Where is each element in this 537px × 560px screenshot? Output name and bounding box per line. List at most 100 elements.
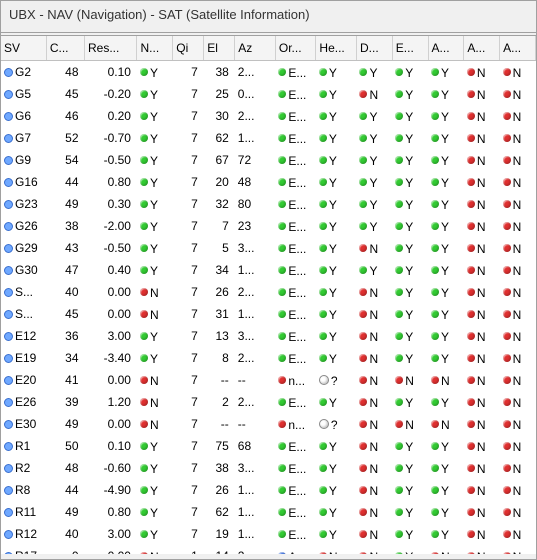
cell-sv: R11 — [1, 501, 46, 523]
table-row[interactable]: E30490.00N7----n...?NNNNN — [1, 413, 536, 435]
col-qi[interactable]: Qi — [173, 36, 204, 61]
sat-dot-icon — [4, 288, 13, 297]
cell-e: Y — [392, 501, 428, 523]
cell-a2: N — [464, 545, 500, 554]
cell-res: 0.80 — [85, 501, 137, 523]
cell-sv: G29 — [1, 237, 46, 259]
table-row[interactable]: R1700.00N1142...A...NNYNNN — [1, 545, 536, 554]
cell-a3: N — [500, 479, 536, 501]
cell-sv: G2 — [1, 61, 46, 84]
cell-or: n... — [275, 413, 316, 435]
cell-qi: 7 — [173, 347, 204, 369]
cell-nav: Y — [137, 457, 173, 479]
cell-or: E... — [275, 435, 316, 457]
table-row[interactable]: R844-4.90Y7261...E...YNYYNN — [1, 479, 536, 501]
cell-nav: Y — [137, 171, 173, 193]
cell-az: 2... — [235, 391, 276, 413]
table-row[interactable]: R12403.00Y7191...E...YNYYNN — [1, 523, 536, 545]
cell-res: 0.00 — [85, 545, 137, 554]
cell-a3: N — [500, 127, 536, 149]
table-row[interactable]: E20410.00N7----n...?NNNNN — [1, 369, 536, 391]
sat-dot-icon — [4, 178, 13, 187]
cell-cno: 41 — [46, 369, 84, 391]
cell-a2: N — [464, 281, 500, 303]
cell-a3: N — [500, 391, 536, 413]
cell-d: N — [356, 435, 392, 457]
cell-cno: 47 — [46, 259, 84, 281]
cell-sv: G5 — [1, 83, 46, 105]
col-a3[interactable]: A... — [500, 36, 536, 61]
cell-nav: N — [137, 303, 173, 325]
cell-he: Y — [316, 259, 357, 281]
cell-res: -3.40 — [85, 347, 137, 369]
cell-or: E... — [275, 149, 316, 171]
cell-a2: N — [464, 347, 500, 369]
cell-d: N — [356, 501, 392, 523]
cell-az: 1... — [235, 127, 276, 149]
table-row[interactable]: G954-0.50Y76772E...YYYYNN — [1, 149, 536, 171]
col-nav[interactable]: N... — [137, 36, 173, 61]
table-row[interactable]: E12363.00Y7133...E...YNYYNN — [1, 325, 536, 347]
cell-az: -- — [235, 413, 276, 435]
cell-he: Y — [316, 303, 357, 325]
col-a1[interactable]: A... — [428, 36, 464, 61]
cell-cno: 54 — [46, 149, 84, 171]
col-res[interactable]: Res... — [85, 36, 137, 61]
col-he[interactable]: He... — [316, 36, 357, 61]
cell-sv: R8 — [1, 479, 46, 501]
table-row[interactable]: G6460.20Y7302...E...YYYYNN — [1, 105, 536, 127]
table-row[interactable]: E26391.20N722...E...YNYYNN — [1, 391, 536, 413]
cell-a3: N — [500, 149, 536, 171]
cell-d: Y — [356, 171, 392, 193]
table-row[interactable]: S...400.00N7262...E...YNYYNN — [1, 281, 536, 303]
cell-or: E... — [275, 127, 316, 149]
col-or[interactable]: Or... — [275, 36, 316, 61]
cell-a1: Y — [428, 149, 464, 171]
cell-nav: Y — [137, 61, 173, 84]
table-row[interactable]: G2638-2.00Y7723E...YYYYNN — [1, 215, 536, 237]
cell-az: 68 — [235, 435, 276, 457]
col-az[interactable]: Az — [235, 36, 276, 61]
cell-he: Y — [316, 457, 357, 479]
sat-dot-icon — [4, 508, 13, 517]
col-e[interactable]: E... — [392, 36, 428, 61]
cell-az: 48 — [235, 171, 276, 193]
sat-info-window: UBX - NAV (Navigation) - SAT (Satellite … — [0, 0, 537, 560]
cell-el: 34 — [204, 259, 235, 281]
col-a2[interactable]: A... — [464, 36, 500, 61]
table-row[interactable]: R248-0.60Y7383...E...YNYYNN — [1, 457, 536, 479]
table-row[interactable]: G23490.30Y73280E...YYYYNN — [1, 193, 536, 215]
col-sv[interactable]: SV — [1, 36, 46, 61]
cell-a1: Y — [428, 501, 464, 523]
table-row[interactable]: R1500.10Y77568E...YNYYNN — [1, 435, 536, 457]
table-row[interactable]: G2480.10Y7382...E...YYYYNN — [1, 61, 536, 84]
col-d[interactable]: D... — [356, 36, 392, 61]
cell-cno: 40 — [46, 281, 84, 303]
cell-sv: R1 — [1, 435, 46, 457]
table-row[interactable]: E1934-3.40Y782...E...YNYYNN — [1, 347, 536, 369]
col-el[interactable]: El — [204, 36, 235, 61]
table-row[interactable]: G16440.80Y72048E...YYYYNN — [1, 171, 536, 193]
cell-nav: Y — [137, 83, 173, 105]
cell-res: 1.20 — [85, 391, 137, 413]
cell-d: Y — [356, 215, 392, 237]
cell-el: 2 — [204, 391, 235, 413]
cell-cno: 44 — [46, 479, 84, 501]
table-row[interactable]: G752-0.70Y7621...E...YYYYNN — [1, 127, 536, 149]
cell-nav: N — [137, 545, 173, 554]
col-cno[interactable]: C... — [46, 36, 84, 61]
cell-a1: Y — [428, 61, 464, 84]
sat-dot-icon — [4, 486, 13, 495]
table-row[interactable]: R11490.80Y7621...E...YNYYNN — [1, 501, 536, 523]
cell-a3: N — [500, 347, 536, 369]
cell-sv: G30 — [1, 259, 46, 281]
table-row[interactable]: G2943-0.50Y753...E...YNYYNN — [1, 237, 536, 259]
cell-nav: Y — [137, 347, 173, 369]
table-row[interactable]: G545-0.20Y7250...E...YNYYNN — [1, 83, 536, 105]
cell-qi: 7 — [173, 303, 204, 325]
cell-nav: N — [137, 413, 173, 435]
table-row[interactable]: S...450.00N7311...E...YNYYNN — [1, 303, 536, 325]
cell-or: E... — [275, 105, 316, 127]
table-row[interactable]: G30470.40Y7341...E...YYYYNN — [1, 259, 536, 281]
cell-or: E... — [275, 325, 316, 347]
